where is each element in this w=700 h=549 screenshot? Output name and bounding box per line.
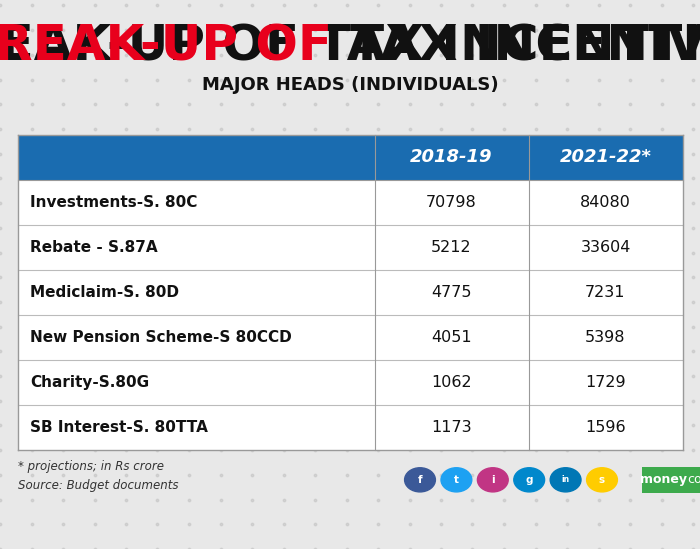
Text: t: t: [454, 475, 459, 485]
Text: BREAK-UP OF TAX INCENTIVES: BREAK-UP OF TAX INCENTIVES: [0, 23, 700, 71]
Circle shape: [550, 468, 581, 492]
Circle shape: [514, 468, 545, 492]
Text: 33604: 33604: [580, 239, 631, 255]
Text: in: in: [561, 475, 570, 484]
Text: MAJOR HEADS (INDIVIDUALS): MAJOR HEADS (INDIVIDUALS): [202, 76, 498, 94]
FancyBboxPatch shape: [18, 180, 682, 450]
Text: 5212: 5212: [431, 239, 472, 255]
Text: g: g: [526, 475, 533, 485]
Text: 1173: 1173: [431, 419, 472, 435]
Text: control: control: [687, 473, 700, 486]
Text: s: s: [599, 475, 605, 485]
Text: 1062: 1062: [431, 374, 472, 390]
FancyBboxPatch shape: [642, 467, 700, 493]
Text: 84080: 84080: [580, 194, 631, 210]
Text: 7231: 7231: [585, 284, 626, 300]
Text: 1596: 1596: [585, 419, 626, 435]
Text: money: money: [640, 473, 687, 486]
Circle shape: [405, 468, 435, 492]
Text: * projections; in Rs crore
Source: Budget documents: * projections; in Rs crore Source: Budge…: [18, 460, 178, 491]
Text: Rebate - S.87A: Rebate - S.87A: [30, 239, 158, 255]
Text: 4775: 4775: [431, 284, 472, 300]
Text: BREAK-UP OF: BREAK-UP OF: [0, 23, 350, 71]
Circle shape: [587, 468, 617, 492]
Text: 2021-22*: 2021-22*: [559, 148, 652, 166]
Text: 2018-19: 2018-19: [410, 148, 493, 166]
FancyBboxPatch shape: [18, 135, 682, 180]
Text: 4051: 4051: [431, 329, 472, 345]
Text: Investments-S. 80C: Investments-S. 80C: [30, 194, 197, 210]
Text: TAX INCENTIVES: TAX INCENTIVES: [350, 23, 700, 71]
Text: 5398: 5398: [585, 329, 626, 345]
Text: i: i: [491, 475, 495, 485]
Text: SB Interest-S. 80TTA: SB Interest-S. 80TTA: [30, 419, 208, 435]
Text: Mediclaim-S. 80D: Mediclaim-S. 80D: [30, 284, 179, 300]
Text: New Pension Scheme-S 80CCD: New Pension Scheme-S 80CCD: [30, 329, 292, 345]
Circle shape: [477, 468, 508, 492]
Text: 1729: 1729: [585, 374, 626, 390]
Circle shape: [441, 468, 472, 492]
Text: Charity-S.80G: Charity-S.80G: [30, 374, 149, 390]
Text: f: f: [418, 475, 422, 485]
Text: 70798: 70798: [426, 194, 477, 210]
